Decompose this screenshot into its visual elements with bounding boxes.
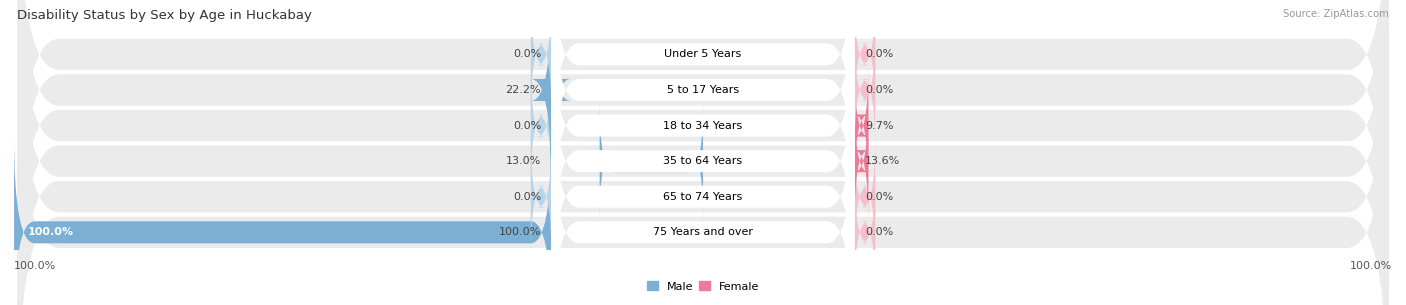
- FancyBboxPatch shape: [551, 0, 855, 257]
- FancyBboxPatch shape: [17, 34, 1389, 305]
- FancyBboxPatch shape: [855, 30, 875, 150]
- Text: 0.0%: 0.0%: [513, 120, 541, 131]
- Text: Source: ZipAtlas.com: Source: ZipAtlas.com: [1284, 9, 1389, 19]
- FancyBboxPatch shape: [531, 66, 551, 186]
- FancyBboxPatch shape: [551, 0, 855, 221]
- Text: 100.0%: 100.0%: [14, 261, 56, 271]
- FancyBboxPatch shape: [17, 0, 1389, 305]
- FancyBboxPatch shape: [17, 0, 1389, 252]
- Legend: Male, Female: Male, Female: [647, 281, 759, 292]
- Text: 13.0%: 13.0%: [506, 156, 541, 166]
- FancyBboxPatch shape: [551, 30, 855, 292]
- FancyBboxPatch shape: [855, 137, 875, 257]
- Text: 9.7%: 9.7%: [865, 120, 893, 131]
- FancyBboxPatch shape: [17, 0, 1389, 305]
- FancyBboxPatch shape: [855, 172, 875, 292]
- Text: 0.0%: 0.0%: [513, 49, 541, 59]
- FancyBboxPatch shape: [551, 0, 855, 186]
- FancyBboxPatch shape: [855, 0, 875, 114]
- Text: 0.0%: 0.0%: [865, 227, 893, 237]
- Text: 0.0%: 0.0%: [865, 85, 893, 95]
- Text: 65 to 74 Years: 65 to 74 Years: [664, 192, 742, 202]
- Text: 0.0%: 0.0%: [865, 192, 893, 202]
- FancyBboxPatch shape: [599, 101, 703, 221]
- FancyBboxPatch shape: [17, 0, 1389, 288]
- Text: 22.2%: 22.2%: [506, 85, 541, 95]
- Text: 18 to 34 Years: 18 to 34 Years: [664, 120, 742, 131]
- FancyBboxPatch shape: [531, 137, 551, 257]
- Text: 0.0%: 0.0%: [513, 192, 541, 202]
- Text: 100.0%: 100.0%: [1350, 261, 1392, 271]
- Text: 5 to 17 Years: 5 to 17 Years: [666, 85, 740, 95]
- FancyBboxPatch shape: [14, 137, 551, 305]
- FancyBboxPatch shape: [17, 0, 1389, 305]
- FancyBboxPatch shape: [551, 66, 855, 305]
- FancyBboxPatch shape: [855, 101, 869, 221]
- Text: 100.0%: 100.0%: [28, 227, 75, 237]
- Text: Under 5 Years: Under 5 Years: [665, 49, 741, 59]
- FancyBboxPatch shape: [531, 0, 571, 186]
- Text: 100.0%: 100.0%: [499, 227, 541, 237]
- FancyBboxPatch shape: [531, 0, 551, 114]
- Text: 13.6%: 13.6%: [865, 156, 900, 166]
- FancyBboxPatch shape: [551, 101, 855, 305]
- Text: 0.0%: 0.0%: [865, 49, 893, 59]
- Text: 35 to 64 Years: 35 to 64 Years: [664, 156, 742, 166]
- Text: Disability Status by Sex by Age in Huckabay: Disability Status by Sex by Age in Hucka…: [17, 9, 312, 22]
- FancyBboxPatch shape: [855, 66, 869, 186]
- Text: 75 Years and over: 75 Years and over: [652, 227, 754, 237]
